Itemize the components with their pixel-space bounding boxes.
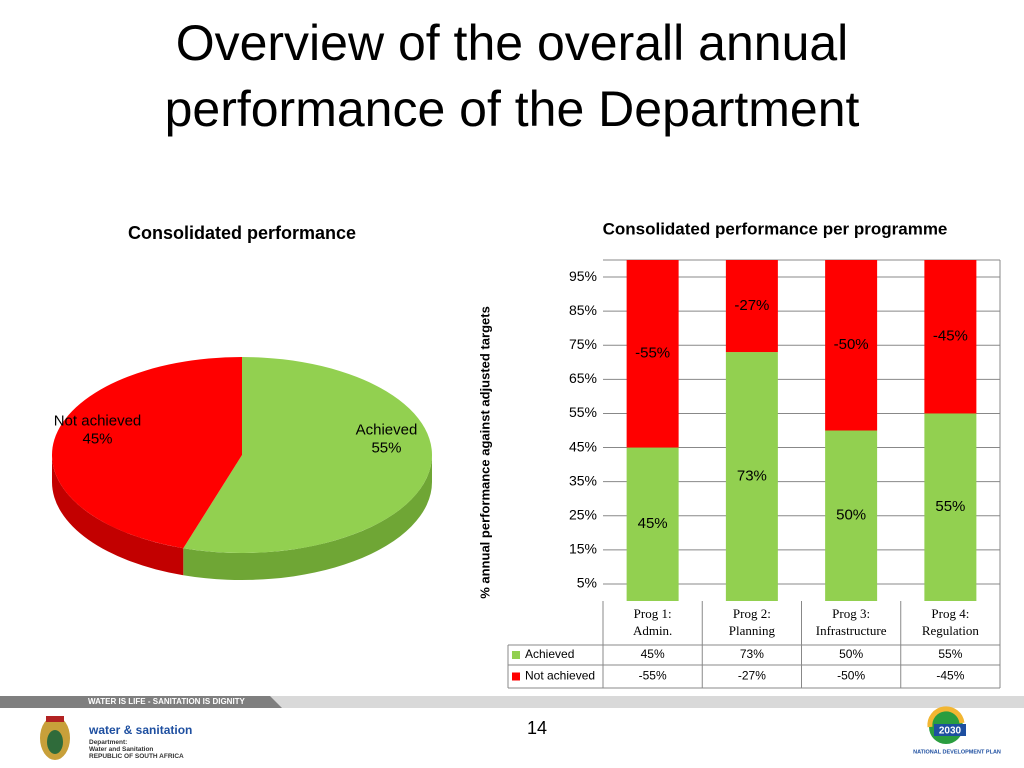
table-category: Prog 3: Infrastructure: [815, 606, 887, 638]
legend-key: [512, 651, 520, 659]
bar-value-label: 50%: [836, 507, 866, 524]
bar-segment: [924, 413, 977, 601]
y-tick-label: 75%: [569, 336, 597, 352]
bar-value-label: 73%: [737, 468, 767, 485]
pie-slice: [183, 357, 433, 553]
y-tick-label: 85%: [569, 302, 597, 318]
y-tick-label: 25%: [569, 506, 597, 522]
y-tick-label: 45%: [569, 438, 597, 454]
y-tick-label: 95%: [569, 268, 597, 284]
ndp-year: 2030: [939, 726, 962, 737]
bar-segment: [626, 260, 679, 448]
chart-title: Consolidated performance: [128, 223, 356, 243]
pie-label: Not achieved: [54, 412, 142, 429]
y-tick-label: 55%: [569, 404, 597, 420]
pie-slice: [52, 357, 242, 549]
legend-label: Not achieved: [525, 669, 595, 683]
table-value: -50%: [837, 669, 865, 683]
bar-value-label: -27%: [734, 297, 769, 314]
slide-title: Overview of the overall annual performan…: [164, 15, 860, 137]
y-tick-label: 5%: [577, 575, 597, 591]
table-value: 55%: [938, 647, 962, 661]
slogan: WATER IS LIFE - SANITATION IS DIGNITY: [88, 697, 246, 706]
bar-segment: [825, 430, 878, 601]
table-value: 50%: [839, 647, 863, 661]
bar-value-label: 45%: [638, 515, 668, 532]
chart-title: Consolidated performance per programme: [603, 219, 948, 238]
table-value: -27%: [738, 669, 766, 683]
legend-label: Achieved: [525, 647, 574, 661]
table-value: -45%: [936, 669, 964, 683]
pie-value-label: 45%: [82, 430, 112, 447]
table-value: 45%: [641, 647, 665, 661]
bar-segment: [825, 260, 878, 431]
table-value: 73%: [740, 647, 764, 661]
table-value: -55%: [639, 669, 667, 683]
bar-value-label: 55%: [935, 498, 965, 515]
y-tick-label: 65%: [569, 370, 597, 386]
ndp-text: NATIONAL DEVELOPMENT PLAN: [913, 749, 1001, 755]
y-tick-label: 15%: [569, 541, 597, 557]
y-axis-label: % annual performance against adjusted ta…: [477, 306, 492, 599]
brand: water & sanitation: [88, 723, 192, 737]
bar-value-label: -55%: [635, 345, 670, 362]
bar-segment: [725, 352, 778, 601]
table-category: Prog 1: Admin.: [632, 606, 673, 638]
bar-value-label: -45%: [933, 328, 968, 345]
bar-segment: [924, 260, 977, 414]
department: Department: Water and Sanitation REPUBLI…: [89, 739, 184, 760]
y-tick-label: 35%: [569, 472, 597, 488]
coat-of-arms: [40, 716, 70, 760]
pie-side: [183, 455, 432, 581]
pie-side: [52, 455, 184, 576]
bar-value-label: -50%: [834, 336, 869, 353]
bar-segment: [725, 260, 778, 353]
table-category: Prog 4: Regulation: [921, 606, 979, 638]
table-category: Prog 2: Planning: [728, 606, 775, 638]
pie-label: Achieved: [356, 422, 418, 439]
bar-segment: [626, 447, 679, 601]
page-number: 14: [527, 718, 547, 738]
slogan-band: [0, 696, 282, 708]
ndp-logo: 2030: [927, 706, 966, 744]
pie-value-label: 55%: [371, 440, 401, 457]
legend-key: [512, 672, 520, 681]
